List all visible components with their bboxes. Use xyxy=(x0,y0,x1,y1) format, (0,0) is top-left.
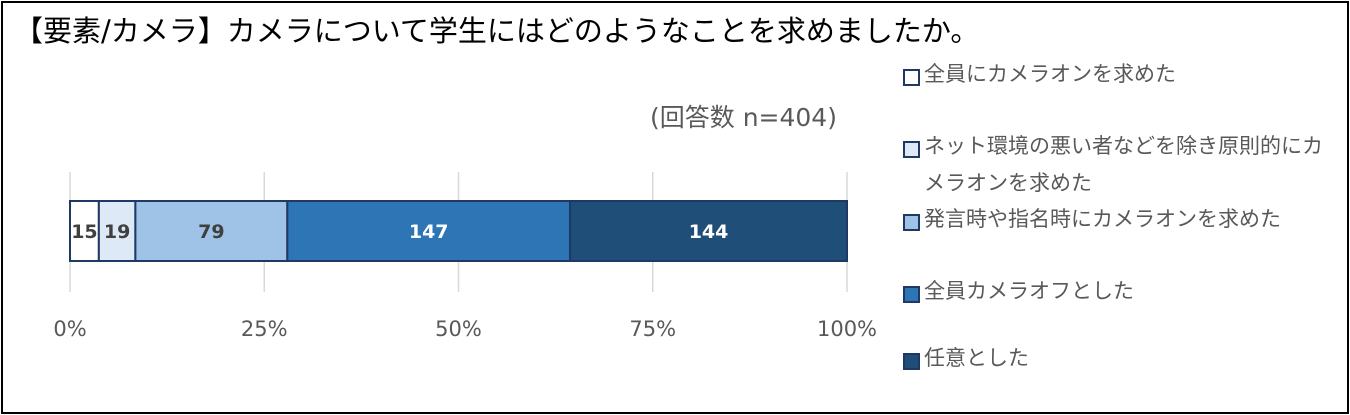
chart-title: 【要素/カメラ】カメラについて学生にはどのようなことを求めましたか。 xyxy=(14,14,980,48)
bar-segment xyxy=(286,200,572,262)
bar-segment xyxy=(69,200,100,262)
legend-item: 全員カメラオフとした xyxy=(903,279,1343,310)
bar-segment xyxy=(97,200,137,262)
legend-item: ネット環境の悪い者などを除き原則的にカメラオンを求めた xyxy=(903,134,1343,202)
legend-item: 発言時や指名時にカメラオンを求めた xyxy=(903,207,1343,238)
legend-swatch xyxy=(903,214,920,231)
x-tick-label: 100% xyxy=(817,317,877,341)
legend-label: ネット環境の悪い者などを除き原則的にカメラオンを求めた xyxy=(924,134,1323,195)
legend-label: 任意とした xyxy=(924,346,1029,370)
legend-label: 全員にカメラオンを求めた xyxy=(924,62,1176,86)
x-tick-label: 0% xyxy=(53,317,86,341)
x-tick-label: 50% xyxy=(435,317,482,341)
x-tick-label: 75% xyxy=(629,317,676,341)
data-label: 19 xyxy=(104,221,130,243)
data-label: 15 xyxy=(71,221,97,243)
legend-item: 全員にカメラオンを求めた xyxy=(903,62,1343,93)
bar-segment xyxy=(569,200,848,262)
x-tick-label: 25% xyxy=(241,317,288,341)
bar-segment xyxy=(134,200,289,262)
legend-swatch xyxy=(903,353,920,370)
legend-swatch xyxy=(903,286,920,303)
legend-swatch xyxy=(903,141,920,158)
data-label: 79 xyxy=(198,221,224,243)
data-label: 147 xyxy=(409,221,449,243)
legend-label: 全員カメラオフとした xyxy=(924,279,1134,303)
legend-swatch xyxy=(903,69,920,86)
data-label: 144 xyxy=(689,221,729,243)
legend-item: 任意とした xyxy=(903,346,1343,377)
legend-label: 発言時や指名時にカメラオンを求めた xyxy=(924,207,1281,231)
chart-subtitle: (回答数 n=404) xyxy=(650,103,837,132)
